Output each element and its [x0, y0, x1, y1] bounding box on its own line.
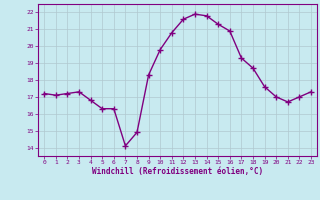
- X-axis label: Windchill (Refroidissement éolien,°C): Windchill (Refroidissement éolien,°C): [92, 167, 263, 176]
